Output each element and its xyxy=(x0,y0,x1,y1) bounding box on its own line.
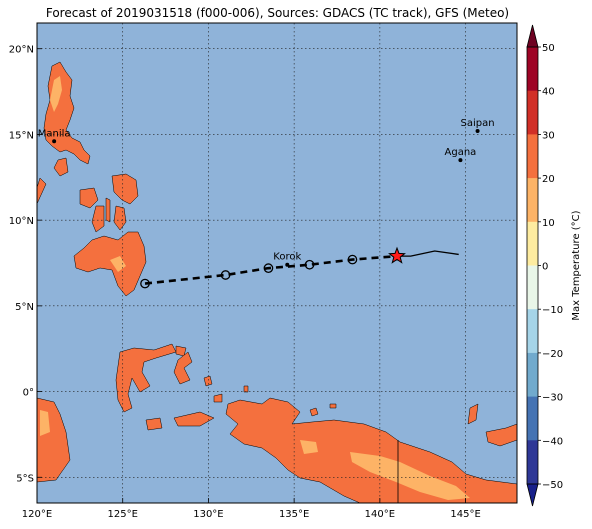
colorbar-segment xyxy=(527,440,538,485)
city-label: Korok xyxy=(273,252,301,263)
land-new-guinea xyxy=(225,397,517,503)
colorbar-segment xyxy=(527,265,538,310)
city-dot xyxy=(458,158,463,163)
colorbar-segment xyxy=(527,352,538,398)
colorbar-bottom-arrow xyxy=(526,483,539,507)
colorbar-segment xyxy=(527,178,538,223)
x-tick-label: 140°E xyxy=(365,509,395,520)
colorbar-segment xyxy=(527,309,538,354)
x-tick-label: 125°E xyxy=(108,509,138,520)
colorbar-tick-label: 30 xyxy=(542,130,555,141)
colorbar-top-arrow xyxy=(526,24,539,48)
axis-ticks: 120°E 125°E 130°E 135°E 140°E 145°E 20°N 15°N 10… xyxy=(9,45,481,520)
colorbar-tick-label: 40 xyxy=(542,87,555,98)
city-label: Manila xyxy=(38,128,71,139)
colorbar-tick-label: 50 xyxy=(542,43,555,54)
colorbar-tick-label: −50 xyxy=(542,480,563,491)
city-label: Saipan xyxy=(461,118,495,129)
colorbar: 50 40 30 20 10 0 −10 −20 −30 −40 −50 Max Temperatur… xyxy=(526,24,582,507)
land-panay xyxy=(79,187,99,209)
y-tick-label: 15°N xyxy=(9,130,34,141)
colorbar-tick-label: 20 xyxy=(542,174,555,185)
land-cebu xyxy=(105,197,111,223)
colorbar-tick-label: −20 xyxy=(542,349,563,360)
x-tick-label: 120°E xyxy=(22,509,52,520)
colorbar-segment xyxy=(527,134,538,179)
land-samar xyxy=(111,173,139,205)
land-islet-1 xyxy=(329,403,337,409)
forecast-point xyxy=(140,278,150,289)
map-frame xyxy=(36,22,518,504)
forecast-point xyxy=(220,270,231,280)
land-islet-2 xyxy=(309,407,319,417)
land-palau xyxy=(243,385,249,393)
land-new-ireland xyxy=(467,403,479,425)
cyclone-track xyxy=(140,246,459,289)
land-negros xyxy=(91,205,105,233)
colorbar-tick-label: 0 xyxy=(542,262,548,273)
colorbar-segment xyxy=(527,90,538,135)
y-tick-label: 5°N xyxy=(15,302,34,313)
y-tick-label: 10°N xyxy=(9,216,34,227)
city-markers: Manila Saipan Agana Korok xyxy=(38,118,495,267)
colorbar-label: Max Temperature (°C) xyxy=(571,210,582,320)
forecast-point xyxy=(263,263,274,273)
current-position-star-icon xyxy=(388,246,406,264)
land-mindanao-highland xyxy=(110,256,126,272)
colorbar-tick-label: 10 xyxy=(542,218,555,229)
city-dot xyxy=(475,129,480,133)
city-label: Agana xyxy=(445,147,477,158)
y-tick-label: 5°S xyxy=(16,473,34,484)
land-seram xyxy=(173,411,215,427)
land-palawan xyxy=(37,177,47,205)
forecast-point xyxy=(347,254,358,265)
y-tick-label: 0° xyxy=(23,388,34,399)
x-tick-label: 135°E xyxy=(279,509,309,520)
city-dot xyxy=(52,139,57,144)
colorbar-segment xyxy=(527,47,538,92)
land-islet-3 xyxy=(203,375,213,387)
forecast-track-line xyxy=(144,254,398,285)
x-tick-label: 145°E xyxy=(450,509,480,520)
land-islet-4 xyxy=(213,393,223,403)
land-luzon-highland xyxy=(50,76,62,112)
land-new-guinea-peak xyxy=(300,440,318,454)
land-halmahera xyxy=(173,351,193,385)
y-tick-label: 20°N xyxy=(9,45,34,56)
land-new-britain xyxy=(485,423,517,447)
land-borneo-highland xyxy=(40,410,50,436)
land-sulawesi xyxy=(115,343,177,413)
forecast-point xyxy=(304,259,315,270)
colorbar-tick-label: −10 xyxy=(542,305,563,316)
past-track-line xyxy=(397,250,459,257)
graticule xyxy=(36,23,517,503)
land-masses xyxy=(37,61,517,503)
land-mindanao xyxy=(73,231,147,297)
x-tick-label: 130°E xyxy=(193,509,223,520)
colorbar-segment xyxy=(527,396,538,441)
colorbar-tick-label: −40 xyxy=(542,436,563,447)
city-dot xyxy=(285,262,290,267)
colorbar-tick-label: −30 xyxy=(542,393,563,404)
map-title: Forecast of 2019031518 (f000-006), Sourc… xyxy=(45,6,510,20)
land-mindoro xyxy=(53,157,69,177)
land-buru xyxy=(145,417,163,431)
colorbar-segment xyxy=(527,221,538,266)
